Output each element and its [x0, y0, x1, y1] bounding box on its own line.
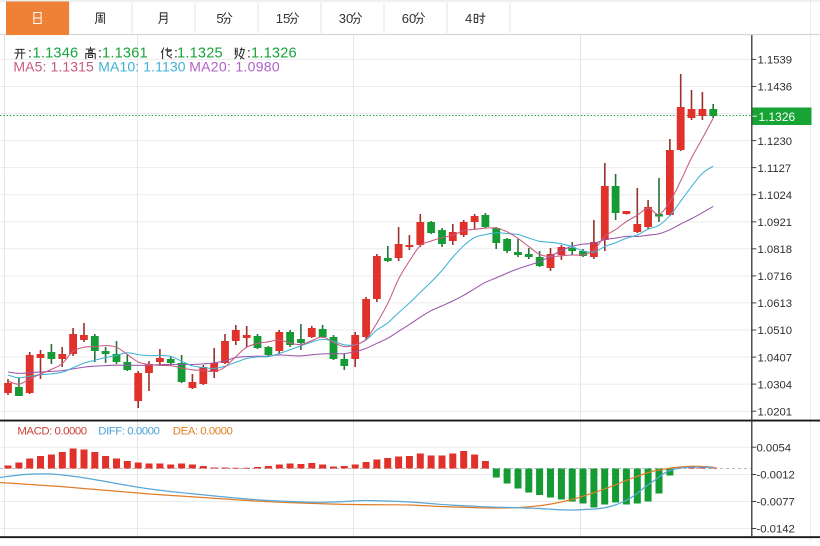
svg-text:MA20: 1.0980: MA20: 1.0980 — [189, 58, 280, 74]
svg-text:MACD: 0.0000: MACD: 0.0000 — [17, 425, 86, 437]
svg-text:DEA: 0.0000: DEA: 0.0000 — [173, 425, 233, 437]
svg-text:1.0510: 1.0510 — [758, 325, 793, 337]
svg-text:1.1024: 1.1024 — [758, 190, 793, 202]
svg-text:1.0818: 1.0818 — [758, 244, 793, 256]
svg-text::: : — [28, 45, 32, 61]
svg-text:1.1436: 1.1436 — [758, 82, 793, 94]
svg-text:1.1346: 1.1346 — [33, 46, 79, 62]
svg-text:1.1230: 1.1230 — [758, 136, 793, 148]
svg-text:1.1326: 1.1326 — [759, 110, 796, 124]
svg-text::: : — [247, 45, 251, 61]
svg-text:1.0716: 1.0716 — [758, 271, 793, 283]
svg-text:1.1325: 1.1325 — [177, 46, 223, 62]
svg-text:-0.0012: -0.0012 — [757, 470, 795, 482]
svg-text:1.1539: 1.1539 — [758, 55, 793, 67]
svg-text:15: 15 — [276, 11, 290, 26]
svg-text:1.0407: 1.0407 — [758, 352, 793, 364]
svg-text:1.0201: 1.0201 — [758, 406, 793, 418]
svg-text::: : — [174, 45, 178, 61]
svg-text:1.0304: 1.0304 — [758, 379, 793, 391]
svg-text:DIFF: 0.0000: DIFF: 0.0000 — [98, 425, 159, 437]
svg-text:MA5: 1.1315: MA5: 1.1315 — [13, 58, 94, 74]
svg-text:1.1326: 1.1326 — [251, 46, 297, 62]
svg-text:-0.0142: -0.0142 — [757, 524, 795, 536]
svg-text:1.0921: 1.0921 — [758, 217, 793, 229]
svg-text:1.1127: 1.1127 — [758, 163, 792, 175]
svg-text:5: 5 — [216, 11, 223, 26]
svg-text::: : — [98, 45, 102, 61]
svg-text:1.0613: 1.0613 — [758, 298, 793, 310]
svg-text:-0.0077: -0.0077 — [757, 497, 795, 509]
svg-text:30: 30 — [339, 11, 353, 26]
svg-text:4: 4 — [465, 11, 472, 26]
svg-text:1.1361: 1.1361 — [102, 46, 148, 62]
svg-text:60: 60 — [402, 11, 416, 26]
svg-text:0.0054: 0.0054 — [757, 442, 792, 454]
svg-text:MA10: 1.1130: MA10: 1.1130 — [98, 58, 185, 74]
